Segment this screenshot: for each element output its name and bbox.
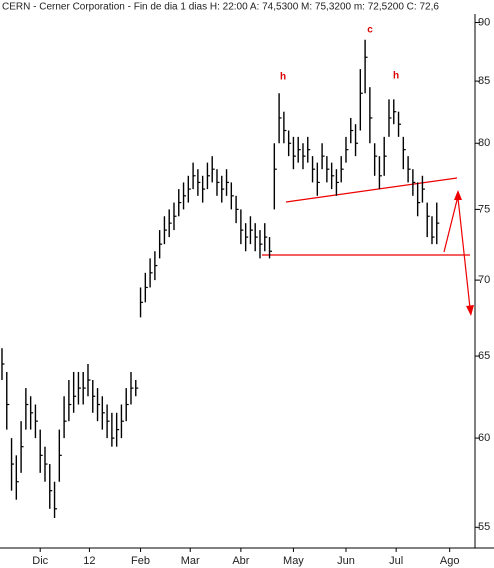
x-tick-label: Jul [389,555,403,567]
x-tick-label: Feb [131,555,150,567]
x-tick-label: Abr [232,555,249,567]
x-tick-label: 12 [83,555,95,567]
x-tick-label: Ago [440,555,460,567]
y-tick-label: 60 [478,432,490,444]
arrow-up [443,195,459,253]
annotation: c [367,25,373,36]
y-tick-label: 80 [478,137,490,149]
x-tick-label: May [283,555,304,567]
y-tick-label: 55 [478,521,490,533]
y-tick-label: 70 [478,274,490,286]
annotation: h [393,71,399,82]
y-tick-label: 85 [478,75,490,87]
annotation: h [280,72,286,83]
y-tick-label: 75 [478,203,490,215]
neckline [285,177,458,203]
x-tick-label: Dic [32,555,48,567]
y-tick-label: 90 [478,16,490,28]
y-tick-label: 65 [478,350,490,362]
arrow-head [466,305,474,316]
x-tick-label: Jun [337,555,355,567]
pattern-lines [262,177,474,316]
x-tick-label: Mar [181,555,200,567]
arrow-down [457,197,471,309]
arrow-head [454,190,462,200]
chart-title: CERN - Cerner Corporation - Fin de dia 1… [2,2,439,13]
